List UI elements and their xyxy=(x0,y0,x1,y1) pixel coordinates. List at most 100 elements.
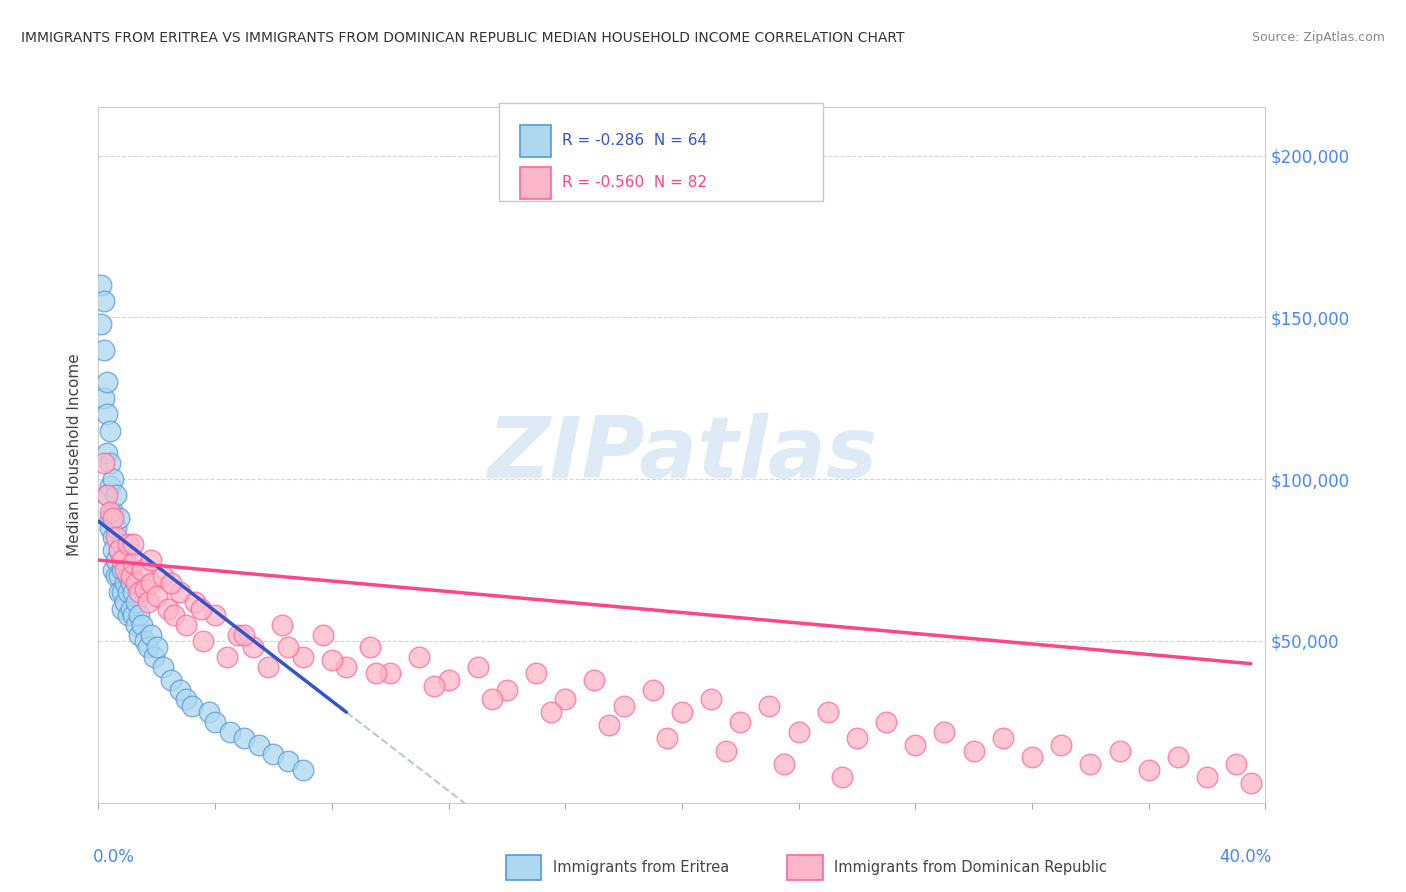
Text: ZIPatlas: ZIPatlas xyxy=(486,413,877,497)
Point xyxy=(233,731,256,745)
Point xyxy=(111,537,134,551)
Point xyxy=(641,682,664,697)
Point xyxy=(122,608,145,623)
Point xyxy=(190,601,212,615)
Text: R = -0.560  N = 82: R = -0.560 N = 82 xyxy=(562,176,707,190)
Point xyxy=(875,714,897,729)
Text: Immigrants from Dominican Republic: Immigrants from Dominican Republic xyxy=(834,860,1107,874)
Point xyxy=(321,653,343,667)
Point xyxy=(90,278,112,293)
Point xyxy=(139,575,162,590)
Point xyxy=(174,692,197,706)
Point xyxy=(117,537,139,551)
Point xyxy=(1167,750,1189,764)
Point xyxy=(198,705,221,719)
Point xyxy=(612,698,634,713)
Point xyxy=(101,563,124,577)
Y-axis label: Median Household Income: Median Household Income xyxy=(67,353,83,557)
Point xyxy=(117,585,139,599)
Point xyxy=(134,582,156,597)
Point xyxy=(120,575,142,590)
Point xyxy=(1021,750,1043,764)
Point xyxy=(108,585,131,599)
Point xyxy=(108,543,131,558)
Point xyxy=(157,601,180,615)
Point xyxy=(583,673,606,687)
Point xyxy=(846,731,869,745)
Text: IMMIGRANTS FROM ERITREA VS IMMIGRANTS FROM DOMINICAN REPUBLIC MEDIAN HOUSEHOLD I: IMMIGRANTS FROM ERITREA VS IMMIGRANTS FR… xyxy=(21,31,904,45)
Point xyxy=(98,456,121,470)
Point xyxy=(93,392,115,406)
Point xyxy=(136,640,159,655)
Point xyxy=(991,731,1014,745)
Point xyxy=(934,724,956,739)
Point xyxy=(169,585,191,599)
Point xyxy=(131,617,153,632)
Point xyxy=(128,608,150,623)
Point xyxy=(93,294,115,309)
Point xyxy=(247,738,270,752)
Text: 0.0%: 0.0% xyxy=(93,848,135,866)
Point xyxy=(125,595,148,609)
Point xyxy=(598,718,620,732)
Point xyxy=(204,608,226,623)
Point xyxy=(1195,770,1218,784)
Point xyxy=(904,738,927,752)
Point xyxy=(481,692,503,706)
Point xyxy=(215,650,238,665)
Point xyxy=(111,553,134,567)
Point xyxy=(125,575,148,590)
Point xyxy=(700,692,723,706)
Point xyxy=(1240,776,1263,790)
Point xyxy=(146,640,169,655)
Point xyxy=(90,317,112,331)
Point xyxy=(730,714,752,729)
Point xyxy=(108,511,131,525)
Point xyxy=(277,640,299,655)
Point xyxy=(139,553,162,567)
Point xyxy=(152,660,174,674)
Point xyxy=(233,627,256,641)
Point xyxy=(93,343,115,357)
Text: 40.0%: 40.0% xyxy=(1219,848,1271,866)
Point xyxy=(117,569,139,583)
Point xyxy=(714,744,737,758)
Point xyxy=(139,627,162,641)
Point xyxy=(271,617,294,632)
Point xyxy=(108,569,131,583)
Point xyxy=(146,589,169,603)
Point xyxy=(111,585,134,599)
Point xyxy=(104,521,127,535)
Point xyxy=(114,553,136,567)
Point xyxy=(773,756,796,771)
Point xyxy=(423,679,446,693)
Point xyxy=(657,731,679,745)
Point xyxy=(359,640,381,655)
Point xyxy=(120,601,142,615)
Point xyxy=(142,650,165,665)
Point xyxy=(228,627,250,641)
Point xyxy=(496,682,519,697)
Point xyxy=(540,705,562,719)
Point xyxy=(128,585,150,599)
Point xyxy=(671,705,693,719)
Point xyxy=(101,531,124,545)
Point xyxy=(101,472,124,486)
Point xyxy=(111,601,134,615)
Point xyxy=(96,408,118,422)
Point xyxy=(204,714,226,729)
Point xyxy=(136,595,159,609)
Point xyxy=(312,627,335,641)
Point xyxy=(262,747,284,762)
Point xyxy=(125,617,148,632)
Point xyxy=(108,543,131,558)
Point xyxy=(111,563,134,577)
Point xyxy=(831,770,853,784)
Point xyxy=(104,531,127,545)
Point xyxy=(193,634,215,648)
Point xyxy=(114,575,136,590)
Point xyxy=(101,504,124,518)
Point xyxy=(104,553,127,567)
Point xyxy=(380,666,402,681)
Point xyxy=(96,488,118,502)
